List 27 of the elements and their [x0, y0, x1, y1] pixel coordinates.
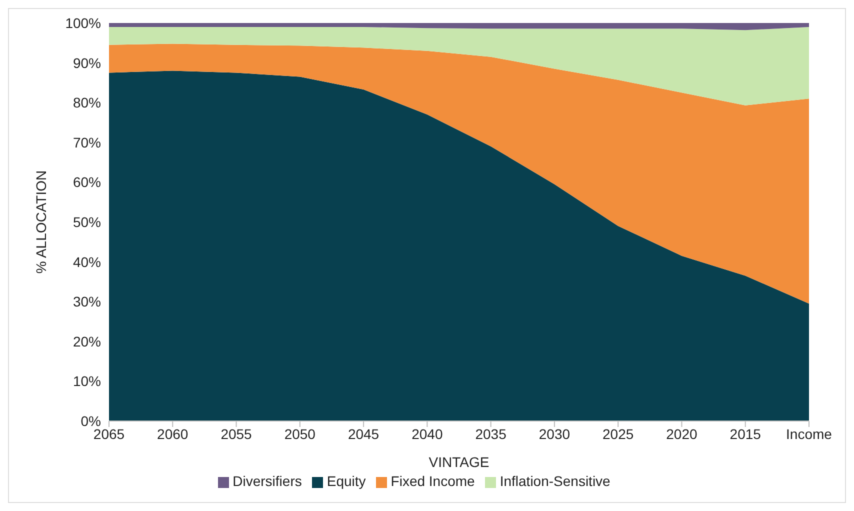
x-tick-label: 2025 — [602, 426, 634, 442]
legend-label: Equity — [326, 473, 366, 489]
x-tick-label: Income — [786, 426, 832, 442]
y-tick-label: 20% — [72, 333, 101, 350]
x-tick-label: 2015 — [730, 426, 762, 442]
y-tick-label: 90% — [72, 54, 101, 71]
y-tick-label: 30% — [72, 294, 101, 310]
y-tick-label: 10% — [72, 373, 101, 390]
x-tick-label: 2040 — [412, 426, 443, 442]
legend-label: Diversifiers — [232, 473, 302, 489]
y-tick-label: 60% — [72, 174, 101, 190]
x-tick-label: 2030 — [538, 426, 570, 442]
y-tick-label: 50% — [72, 214, 101, 230]
x-tick-label: 2035 — [475, 426, 507, 442]
y-axis-title: % ALLOCATION — [32, 170, 49, 274]
x-tick-label: 2050 — [284, 426, 316, 442]
x-axis-title: VINTAGE — [428, 454, 490, 470]
y-tick-label: 80% — [72, 94, 101, 111]
legend-label: Inflation-Sensitive — [500, 473, 610, 489]
y-tick-label: 40% — [72, 254, 101, 270]
x-tick-label: 2060 — [157, 426, 188, 442]
legend-label: Fixed Income — [390, 473, 475, 489]
x-tick-label: 2045 — [348, 426, 380, 442]
y-tick-label: 70% — [72, 134, 101, 150]
x-tick-label: 2020 — [666, 426, 698, 442]
x-tick-label: 2055 — [220, 426, 252, 442]
y-tick-label: 100% — [65, 14, 101, 31]
